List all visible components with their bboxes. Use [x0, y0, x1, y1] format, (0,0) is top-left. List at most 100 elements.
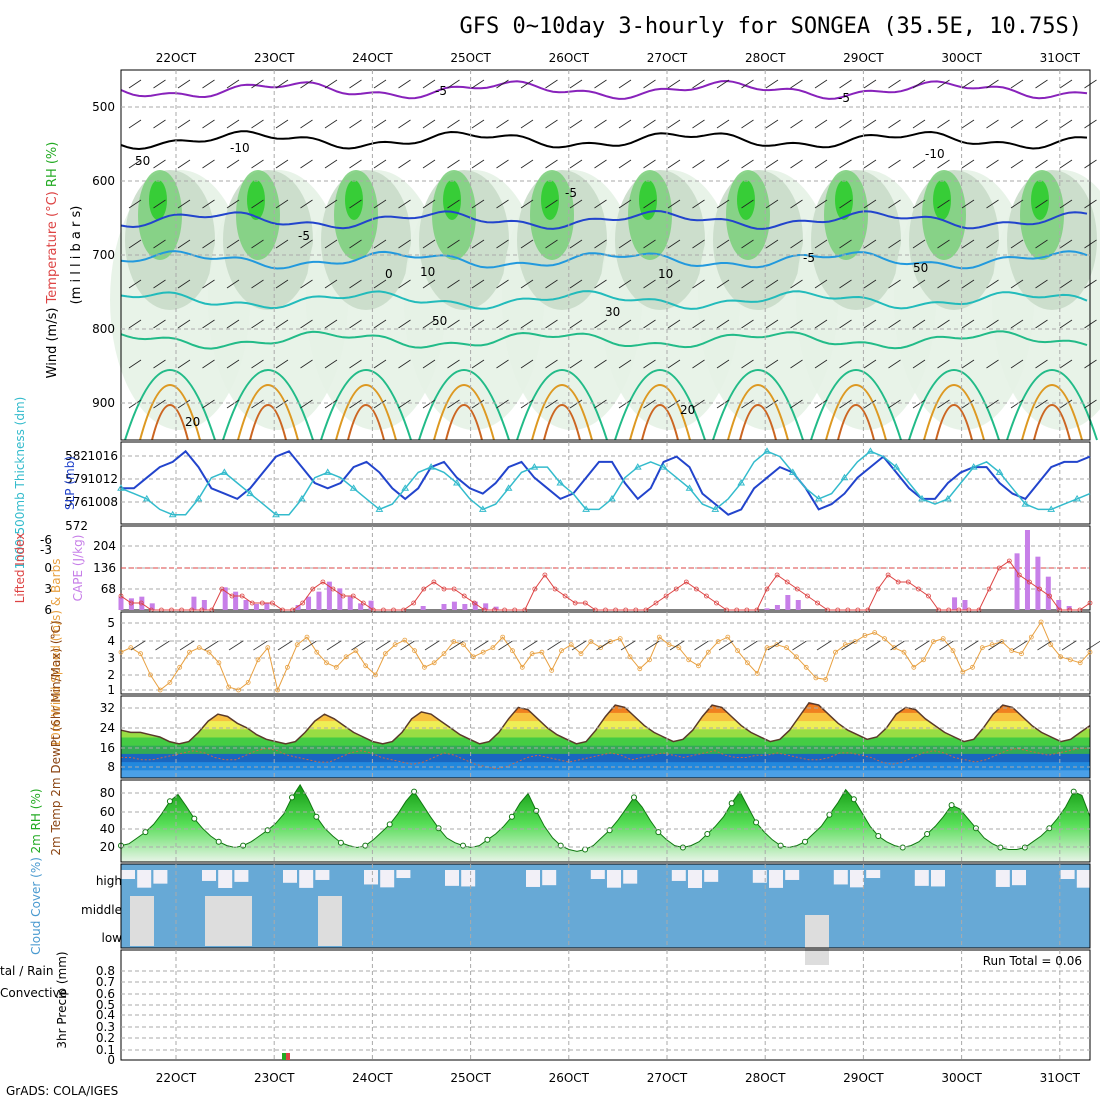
- wind-marker: [1087, 649, 1093, 655]
- wind-barb: [300, 399, 313, 409]
- thickness-marker: [814, 494, 823, 502]
- wind-marker: [500, 634, 506, 640]
- wind-barb: [496, 119, 509, 129]
- lifted-marker: [875, 586, 881, 592]
- thickness-marker: [788, 468, 797, 475]
- warm-arch: [641, 404, 679, 441]
- wind-barb: [986, 199, 999, 209]
- wind-barb: [912, 239, 926, 249]
- lifted-marker: [673, 586, 679, 592]
- cape-bar: [306, 596, 312, 610]
- wind-barb: [177, 359, 191, 369]
- wind-barb: [618, 199, 632, 209]
- wind-barb: [569, 119, 583, 129]
- thickness-marker: [142, 494, 151, 502]
- ylabel-temp: Temperature (°C): [45, 187, 60, 304]
- lifted-tick: -6: [40, 533, 52, 547]
- wind-barb: [324, 199, 338, 209]
- lifted-marker: [895, 579, 901, 585]
- surface-barb: [498, 640, 513, 651]
- wind-barb: [765, 119, 779, 129]
- wind-barb: [545, 279, 558, 289]
- lifted-marker: [1087, 600, 1093, 606]
- thickness-line: [120, 450, 1091, 516]
- wind-marker: [617, 636, 623, 641]
- wind-barb: [251, 239, 264, 249]
- cape-bar: [774, 605, 780, 610]
- wind-barb: [300, 199, 313, 209]
- wind-barb: [569, 319, 583, 329]
- thickness-marker: [1047, 505, 1056, 512]
- wind-barb: [618, 239, 632, 249]
- thickness-marker: [944, 494, 952, 502]
- wind-barb: [692, 79, 705, 89]
- cape-bar: [347, 596, 353, 610]
- temp-tick: 24: [100, 721, 115, 735]
- rh-marker: [948, 802, 955, 809]
- precip-conv-bar: [286, 1053, 290, 1060]
- wind-barb: [422, 239, 436, 249]
- cloud-gap: [315, 870, 330, 880]
- rh-marker: [508, 813, 515, 820]
- wind-barb: [692, 399, 705, 409]
- cape-bar: [295, 605, 301, 610]
- lifted-marker: [996, 565, 1002, 571]
- cape-bar: [128, 598, 134, 610]
- wind-barb: [594, 119, 607, 129]
- wind-barb: [814, 159, 828, 169]
- wind-barb: [520, 119, 534, 129]
- cloud-gap: [671, 870, 686, 881]
- cloud-panel: high middle low Cloud Cover (%): [29, 857, 1091, 965]
- wind-barb: [1059, 319, 1073, 329]
- wind-barb: [422, 159, 436, 169]
- wind-barb: [569, 399, 583, 409]
- wind-barb: [447, 199, 460, 209]
- wind-barb: [177, 399, 191, 409]
- wind-barb: [1035, 119, 1048, 129]
- lifted-marker: [431, 579, 437, 585]
- surface-barb: [351, 640, 366, 651]
- cloud-gap: [995, 870, 1010, 887]
- rh-marker: [924, 831, 931, 837]
- cape-bar: [337, 588, 343, 610]
- lifted-marker: [239, 593, 245, 599]
- cloud-gap: [1076, 870, 1091, 888]
- wind-barb: [912, 399, 926, 409]
- lifted-marker: [764, 586, 770, 592]
- thickness-marker: [556, 479, 565, 486]
- wind-barb: [275, 239, 289, 249]
- surface-barb: [718, 640, 734, 651]
- wind-barb: [961, 399, 975, 409]
- wind-barb: [667, 159, 681, 169]
- surface-barb: [547, 640, 562, 651]
- cloud-gap: [1012, 870, 1026, 886]
- thickness-marker: [659, 463, 668, 470]
- cape-lifted-panel: -6-3 0 3 6 204 136 68 Lifted Index CAPE (J/kg): [13, 525, 1093, 617]
- wind-tick: 2: [107, 668, 115, 682]
- thickness-marker: [246, 489, 255, 497]
- rh-marker: [850, 796, 857, 803]
- thickness-marker: [323, 468, 332, 475]
- wind-barb: [545, 199, 558, 209]
- wind-barb: [667, 399, 681, 409]
- rh-marker: [264, 827, 271, 834]
- wind-barb: [496, 319, 509, 329]
- wind-barb: [692, 359, 705, 369]
- wind-barb: [594, 359, 607, 369]
- wind-barb: [765, 359, 779, 369]
- surface-barb: [596, 640, 611, 651]
- wind-barb: [863, 79, 877, 89]
- wind-barb: [1035, 279, 1048, 289]
- warm-arch: [810, 369, 902, 441]
- lifted-marker: [249, 600, 255, 606]
- wind-barb: [643, 359, 656, 369]
- rh-shade: [1031, 180, 1049, 220]
- rh-marker: [973, 825, 979, 832]
- wind-barb: [202, 319, 215, 329]
- wind-barb: [1010, 319, 1024, 329]
- cape-bar: [451, 601, 457, 610]
- wind-marker: [794, 654, 799, 660]
- temp-line: [120, 701, 1091, 745]
- wind-barb: [496, 359, 509, 369]
- wind-barb: [912, 359, 926, 369]
